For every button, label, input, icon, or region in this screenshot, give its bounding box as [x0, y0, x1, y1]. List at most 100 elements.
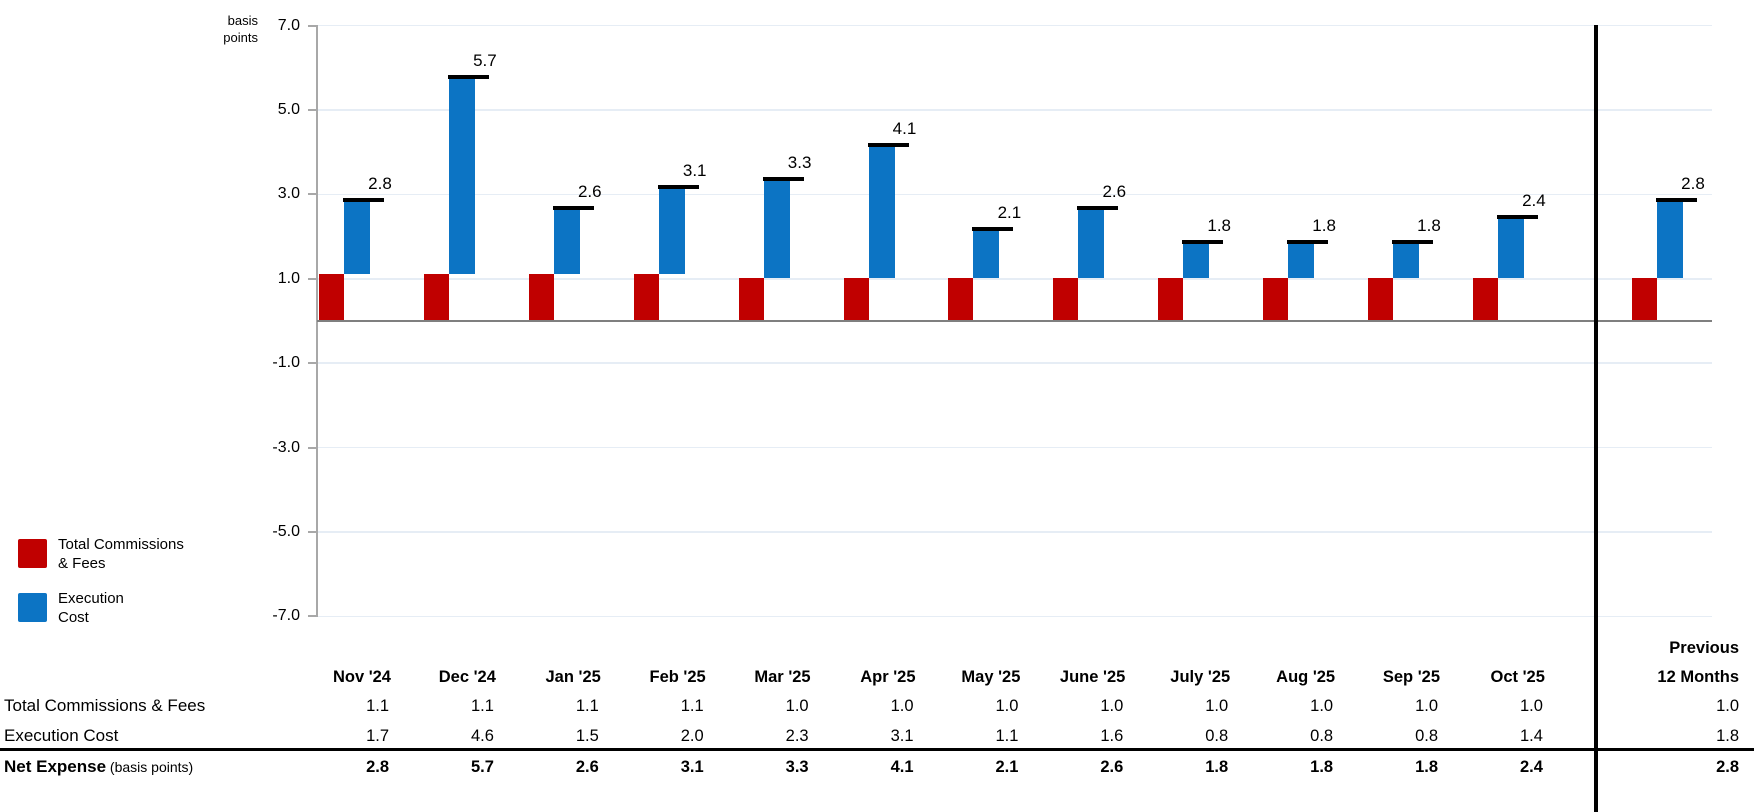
execution-value: 0.8	[1415, 727, 1438, 745]
y-axis-title-line1: basis	[227, 13, 258, 28]
gridline	[318, 278, 1712, 280]
execution-value: 1.4	[1519, 727, 1543, 745]
total-marker	[1182, 240, 1224, 245]
commissions-value: 1.1	[470, 697, 494, 715]
y-axis-tick	[308, 362, 317, 365]
net-expense-value: 2.6	[575, 758, 599, 776]
bar-commissions	[948, 277, 974, 320]
y-axis-title: basis points	[138, 12, 258, 46]
table-month-header: Apr '25	[860, 668, 916, 686]
commissions-value: 1.1	[680, 697, 704, 715]
bar-total-label: 2.6	[1102, 182, 1127, 202]
bar-total-label: 1.8	[1312, 216, 1336, 236]
table-month-header: June '25	[1059, 668, 1126, 686]
bar-commissions	[1472, 277, 1498, 320]
execution-legend-label: Execution Cost	[58, 590, 124, 626]
y-tick-label: -5.0	[272, 523, 300, 540]
gridline	[318, 109, 1712, 111]
bar-commissions	[1632, 277, 1657, 320]
net-expense-label: Net Expense	[4, 757, 107, 776]
total-marker	[657, 185, 699, 190]
gridline	[318, 193, 1712, 196]
y-tick-label: 1.0	[277, 269, 300, 287]
execution-value: 1.7	[366, 727, 389, 745]
gridline	[318, 446, 1712, 449]
y-axis-tick	[308, 109, 317, 111]
total-marker	[762, 176, 804, 181]
net-expense-value: 2.1	[995, 758, 1019, 776]
y-tick-label: -3.0	[272, 438, 300, 456]
net-expense-value: 2.6	[1100, 758, 1124, 776]
y-axis-tick	[308, 446, 317, 449]
commissions-value: 1.0	[785, 697, 809, 715]
net-expense-value: 3.3	[785, 758, 809, 776]
bar-execution	[1288, 244, 1315, 278]
y-tick-label: -1.0	[272, 354, 300, 372]
gridline	[318, 362, 1712, 364]
bar-execution	[1657, 201, 1683, 278]
commissions-value: 1.0	[890, 697, 914, 715]
bar-execution	[1078, 210, 1105, 278]
y-tick-label: 7.0	[277, 16, 300, 34]
bar-total-label: 1.8	[1207, 216, 1231, 236]
bar-total-label: 1.8	[1417, 216, 1441, 236]
bar-total-label: 2.4	[1522, 190, 1546, 210]
table-month-header: May '25	[961, 668, 1021, 686]
bar-commissions	[1368, 277, 1393, 320]
commissions-value: 1.0	[1310, 697, 1334, 715]
bar-commissions	[1158, 277, 1184, 320]
bar-total-label: 2.6	[577, 182, 602, 202]
gridline	[318, 24, 1712, 27]
commissions-swatch	[18, 539, 47, 568]
bar-total-label: 3.1	[682, 161, 707, 181]
net-expense-value: 1.8	[1310, 758, 1334, 776]
table-month-header: Aug '25	[1276, 668, 1336, 686]
bar-commissions	[423, 273, 449, 320]
net-expense-separator-line	[0, 748, 1754, 751]
execution-value: 3.1	[890, 727, 914, 745]
bar-commissions	[738, 277, 764, 320]
bar-execution	[1393, 244, 1419, 278]
row-label-net-expense: Net Expense (basis points)	[4, 757, 193, 777]
bar-commissions	[1053, 277, 1079, 320]
total-marker	[1392, 240, 1433, 245]
execution-value: 1.5	[575, 727, 599, 745]
net-expense-value: 2.8	[366, 758, 389, 776]
total-marker	[1077, 206, 1119, 211]
total-marker	[343, 197, 384, 202]
table-month-header: Sep '25	[1382, 668, 1440, 686]
bar-total-label: 4.1	[892, 118, 917, 138]
table-month-header: Feb '25	[649, 668, 706, 686]
total-marker	[867, 142, 909, 147]
gridline	[318, 531, 1712, 533]
commissions-value: 1.0	[1100, 697, 1124, 715]
execution-value: 1.8	[1716, 727, 1739, 745]
total-marker	[972, 227, 1014, 232]
bar-execution	[448, 79, 475, 274]
net-expense-value: 1.8	[1205, 758, 1229, 776]
row-label-commissions: Total Commissions & Fees	[4, 696, 206, 715]
previous-period-divider	[1594, 25, 1598, 812]
y-axis-tick	[308, 193, 317, 196]
execution-value: 2.3	[785, 727, 809, 745]
net-expense-value: 2.8	[1716, 758, 1739, 776]
bar-total-label: 2.8	[1681, 173, 1705, 193]
table-previous-header-line1: Previous	[1669, 639, 1739, 657]
bar-execution	[1183, 244, 1210, 278]
commissions-value: 1.0	[995, 697, 1019, 715]
bar-total-label: 5.7	[473, 51, 497, 71]
commissions-value: 1.0	[1415, 697, 1438, 715]
bar-execution	[344, 201, 370, 274]
net-expense-value: 2.4	[1519, 758, 1543, 776]
execution-swatch	[18, 593, 47, 622]
table-previous-header-line2: 12 Months	[1657, 668, 1739, 686]
execution-value: 1.1	[995, 727, 1019, 745]
bar-execution	[973, 231, 1000, 278]
commissions-value: 1.0	[1205, 697, 1229, 715]
total-marker	[1496, 214, 1538, 219]
y-axis-tick	[308, 615, 317, 618]
y-axis-tick	[308, 24, 317, 27]
bar-commissions	[528, 273, 554, 320]
execution-value: 1.6	[1100, 727, 1124, 745]
bar-total-label: 2.8	[368, 173, 392, 193]
